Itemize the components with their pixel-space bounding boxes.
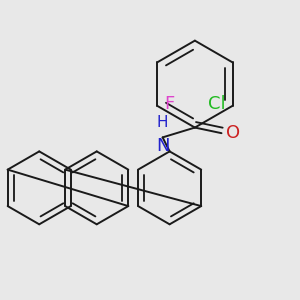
Text: H: H bbox=[156, 116, 168, 130]
Text: O: O bbox=[226, 124, 240, 142]
Text: Cl: Cl bbox=[208, 95, 226, 113]
Text: N: N bbox=[156, 137, 169, 155]
Text: F: F bbox=[164, 95, 175, 113]
